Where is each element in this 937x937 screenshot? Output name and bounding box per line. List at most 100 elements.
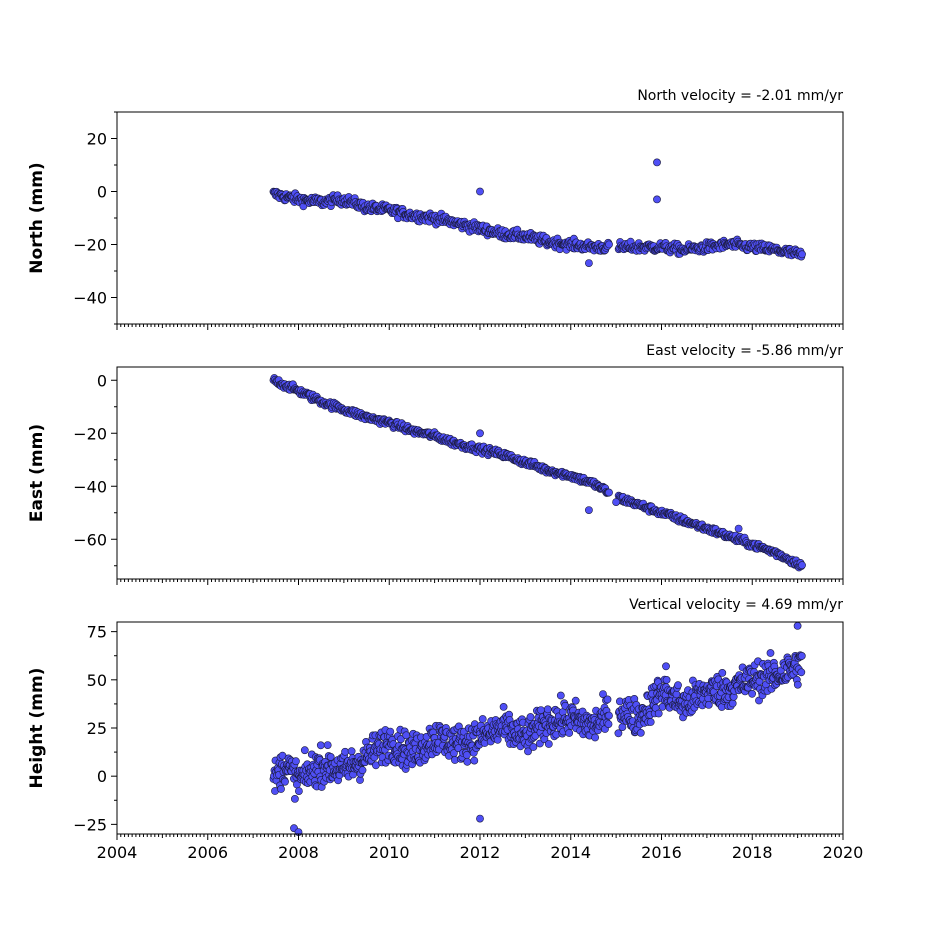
height-outlier-point xyxy=(793,622,802,630)
height-data-point xyxy=(537,706,545,714)
height-data-point xyxy=(323,741,332,749)
height-data-point xyxy=(654,709,663,718)
north-outlier-point xyxy=(653,158,661,167)
height-data-point xyxy=(291,757,300,766)
height-data-point xyxy=(543,705,552,714)
height-data-point xyxy=(326,753,335,761)
height-data-point xyxy=(470,756,479,765)
north-data-points xyxy=(269,158,806,267)
east-y-tick-label: −20 xyxy=(73,424,107,443)
height-data-point xyxy=(728,699,737,708)
x-tick-label: 2018 xyxy=(732,843,773,862)
x-tick-label: 2004 xyxy=(97,843,138,862)
x-tick-label: 2010 xyxy=(369,843,410,862)
height-data-point xyxy=(604,720,613,728)
east-data-point xyxy=(605,488,613,497)
height-data-point xyxy=(704,701,713,709)
height-data-point xyxy=(526,713,535,721)
height-data-point xyxy=(499,703,508,711)
east-panel-title: East velocity = -5.86 mm/yr xyxy=(646,343,843,359)
x-tick-label: 2012 xyxy=(460,843,501,862)
height-data-point xyxy=(316,741,325,750)
height-data-point xyxy=(290,795,299,803)
height-data-point xyxy=(544,740,553,748)
x-tick-label: 2014 xyxy=(550,843,591,862)
height-data-point xyxy=(718,669,727,677)
height-data-point xyxy=(341,747,349,756)
height-data-point xyxy=(386,727,395,736)
height-data-point xyxy=(797,668,806,677)
height-data-point xyxy=(591,733,599,742)
east-outlier-point xyxy=(612,498,620,506)
height-y-tick-label: −25 xyxy=(73,815,107,834)
east-outlier-point xyxy=(734,524,743,533)
height-data-point xyxy=(603,695,612,704)
height-y-tick-label: 50 xyxy=(87,671,107,690)
east-outlier-point xyxy=(585,506,593,514)
height-data-point xyxy=(672,690,681,699)
height-outlier-point xyxy=(476,814,484,823)
north-y-tick-label: −40 xyxy=(73,289,107,308)
height-y-tick-label: 25 xyxy=(87,719,107,738)
x-tick-label: 2006 xyxy=(187,843,228,862)
north-data-point xyxy=(798,250,806,259)
height-data-point xyxy=(793,680,802,689)
height-data-point xyxy=(748,689,756,698)
height-data-point xyxy=(674,681,682,690)
height-panel: Vertical velocity = 4.69 mm/yr Height (m… xyxy=(27,597,863,862)
height-data-point xyxy=(300,746,309,755)
height-data-point xyxy=(277,785,285,793)
east-outlier-point xyxy=(476,429,484,438)
height-y-axis-label: Height (mm) xyxy=(27,668,47,789)
height-data-point xyxy=(614,729,623,738)
north-outlier-point xyxy=(653,195,661,204)
x-tick-label: 2008 xyxy=(278,843,319,862)
north-plot-frame xyxy=(116,111,844,325)
north-y-axis-label: North (mm) xyxy=(27,162,47,273)
height-data-points xyxy=(269,622,806,836)
x-tick-label: 2020 xyxy=(823,843,864,862)
north-y-axis: 20 0 −20 −40 xyxy=(73,111,117,325)
east-y-tick-label: 0 xyxy=(97,371,107,390)
height-y-tick-label: 0 xyxy=(97,767,107,786)
height-data-point xyxy=(358,766,367,775)
north-data-point xyxy=(605,240,613,249)
height-y-tick-label: 75 xyxy=(87,623,107,642)
east-data-point xyxy=(798,561,806,570)
height-data-point xyxy=(565,729,574,737)
height-data-point xyxy=(493,735,502,744)
height-outlier-point xyxy=(662,662,670,671)
north-panel: North velocity = -2.01 mm/yr North (mm) … xyxy=(27,88,844,330)
north-outlier-point xyxy=(585,259,593,267)
height-data-point xyxy=(766,649,775,657)
height-data-point xyxy=(646,718,655,726)
north-y-tick-label: −20 xyxy=(73,236,107,255)
north-y-tick-label: 0 xyxy=(97,183,107,202)
east-plot-frame xyxy=(116,366,844,580)
height-data-point xyxy=(556,691,565,700)
height-data-point xyxy=(281,777,289,786)
east-y-axis: 0 −20 −40 −60 xyxy=(73,371,117,567)
height-data-point xyxy=(463,757,472,766)
x-tick-label: 2016 xyxy=(641,843,682,862)
height-data-point xyxy=(478,715,487,723)
height-panel-title: Vertical velocity = 4.69 mm/yr xyxy=(629,597,843,613)
height-data-point xyxy=(347,747,356,756)
height-data-point xyxy=(294,787,303,795)
height-data-point xyxy=(571,696,580,705)
north-y-tick-label: 20 xyxy=(87,130,107,149)
height-data-point xyxy=(529,743,538,751)
height-data-point xyxy=(636,729,645,737)
east-y-axis-label: East (mm) xyxy=(27,424,47,522)
height-data-point xyxy=(797,652,806,660)
east-panel: East velocity = -5.86 mm/yr East (mm) 0 −… xyxy=(27,343,844,585)
east-data-points xyxy=(269,374,806,572)
east-y-tick-label: −60 xyxy=(73,530,107,549)
north-panel-title: North velocity = -2.01 mm/yr xyxy=(637,88,843,104)
east-y-tick-label: −40 xyxy=(73,477,107,496)
height-data-point xyxy=(662,676,671,684)
height-data-point xyxy=(605,711,613,720)
north-outlier-point xyxy=(476,187,484,196)
